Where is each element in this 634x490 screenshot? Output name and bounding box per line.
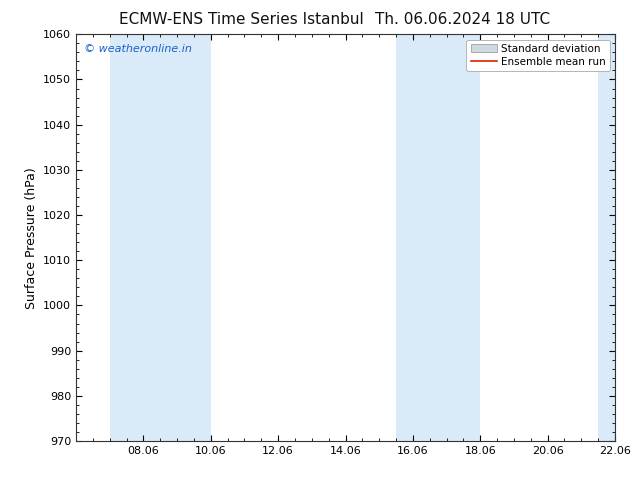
Text: ECMW-ENS Time Series Istanbul: ECMW-ENS Time Series Istanbul [119, 12, 363, 27]
Legend: Standard deviation, Ensemble mean run: Standard deviation, Ensemble mean run [467, 40, 610, 71]
Bar [396, 34, 438, 441]
Bar [160, 34, 210, 441]
Bar [438, 34, 481, 441]
Text: Th. 06.06.2024 18 UTC: Th. 06.06.2024 18 UTC [375, 12, 550, 27]
Bar [110, 34, 160, 441]
Text: © weatheronline.in: © weatheronline.in [84, 45, 192, 54]
Y-axis label: Surface Pressure (hPa): Surface Pressure (hPa) [25, 167, 37, 309]
Bar [598, 34, 615, 441]
